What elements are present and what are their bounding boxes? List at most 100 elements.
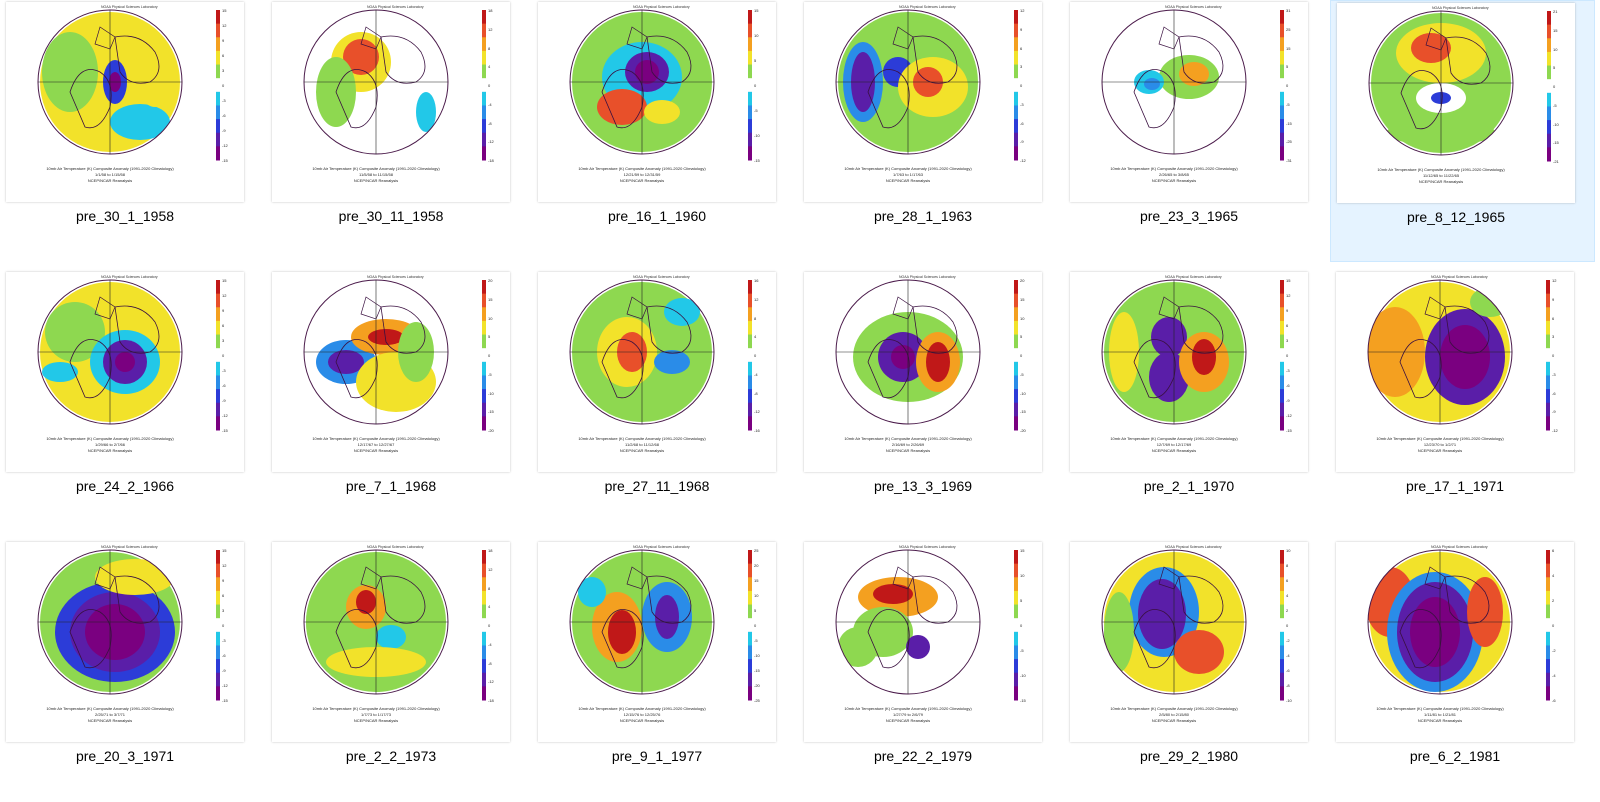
file-thumbnail[interactable]: NOAA Physical Sciences Laboratory 18 12 8 4 0… bbox=[272, 542, 510, 742]
colorbar-swatch bbox=[748, 146, 752, 161]
thumbnail-caption-source: NCEP/NCAR Reanalysis bbox=[619, 448, 665, 453]
file-item[interactable]: NOAA Physical Sciences Laboratory 21 15 10 5… bbox=[1330, 0, 1595, 262]
anomaly-map-image bbox=[1101, 9, 1284, 161]
file-item[interactable]: NOAA Physical Sciences Laboratory 15 10 5 0 -… bbox=[798, 540, 1063, 802]
file-name-label[interactable]: pre_29_2_1980 bbox=[1139, 748, 1239, 764]
file-name-label[interactable]: pre_24_2_1966 bbox=[75, 478, 175, 494]
anomaly-region bbox=[328, 350, 364, 374]
file-thumbnail[interactable]: NOAA Physical Sciences Laboratory 25 20 15 1… bbox=[538, 542, 776, 742]
file-thumbnail[interactable]: NOAA Physical Sciences Laboratory 31 25 15 5… bbox=[1070, 2, 1308, 202]
file-thumbnail[interactable]: NOAA Physical Sciences Laboratory 16 12 8 4 0… bbox=[538, 272, 776, 472]
colorbar-tick-label: 0 bbox=[754, 83, 757, 88]
file-name-label[interactable]: pre_23_3_1965 bbox=[1139, 208, 1239, 224]
file-item[interactable]: NOAA Physical Sciences Laboratory 31 25 15 5… bbox=[1064, 0, 1329, 262]
file-thumbnail[interactable]: NOAA Physical Sciences Laboratory 10 8 6 4 2 0… bbox=[1070, 542, 1308, 742]
file-thumbnail[interactable]: NOAA Physical Sciences Laboratory 20 15 10 5… bbox=[804, 272, 1042, 472]
file-item[interactable]: NOAA Physical Sciences Laboratory 25 20 15 1… bbox=[532, 540, 797, 802]
colorbar-swatch bbox=[748, 389, 752, 404]
file-thumbnail[interactable]: NOAA Physical Sciences Laboratory 21 15 10 5… bbox=[1337, 3, 1575, 203]
colorbar-swatch bbox=[216, 604, 220, 619]
file-thumbnail[interactable]: NOAA Physical Sciences Laboratory 15 12 9 6 3… bbox=[6, 542, 244, 742]
file-item[interactable]: NOAA Physical Sciences Laboratory 16 12 8 4 0… bbox=[532, 270, 797, 532]
file-item[interactable]: NOAA Physical Sciences Laboratory 15 12 9 6 3… bbox=[1064, 270, 1329, 532]
colorbar-swatch bbox=[1546, 361, 1550, 376]
colorbar-swatch bbox=[748, 50, 752, 66]
colorbar-swatch bbox=[748, 550, 752, 565]
colorbar-swatch bbox=[748, 645, 752, 660]
colorbar-swatch bbox=[748, 91, 752, 106]
file-item[interactable]: NOAA Physical Sciences Laboratory 15 12 9 6 3… bbox=[0, 540, 265, 802]
colorbar-swatch bbox=[1546, 672, 1550, 687]
anomaly-region bbox=[644, 100, 680, 124]
file-name-label[interactable]: pre_28_1_1963 bbox=[873, 208, 973, 224]
colorbar-tick-label: 15 bbox=[1020, 296, 1025, 302]
file-item[interactable]: NOAA Physical Sciences Laboratory 20 15 10 5… bbox=[798, 270, 1063, 532]
anomaly-map-image bbox=[1367, 549, 1550, 701]
colorbar-tick-label: 5 bbox=[1286, 64, 1289, 70]
thumbnail-caption-dates: 12/21/59 to 12/31/59 bbox=[623, 172, 661, 177]
file-name-label[interactable]: pre_6_2_1981 bbox=[1409, 748, 1501, 764]
colorbar-swatch bbox=[1280, 64, 1284, 79]
file-name-label[interactable]: pre_2_2_1973 bbox=[345, 748, 437, 764]
colorbar-tick-label: 20 bbox=[488, 278, 493, 283]
file-item[interactable]: NOAA Physical Sciences Laboratory 10 8 6 4 2 0… bbox=[1064, 540, 1329, 802]
colorbar-swatch bbox=[216, 645, 220, 660]
colorbar-swatch bbox=[216, 37, 220, 52]
colorbar-tick-label: -20 bbox=[1020, 428, 1026, 433]
file-item[interactable]: NOAA Physical Sciences Laboratory 15 12 9 6 3… bbox=[0, 0, 265, 262]
file-thumbnail[interactable]: NOAA Physical Sciences Laboratory 18 12 8 4 0… bbox=[272, 2, 510, 202]
thumbnail-caption-dates: 11/2/68 to 11/12/68 bbox=[625, 442, 659, 447]
colorbar-swatch bbox=[748, 334, 752, 349]
file-thumbnail[interactable]: NOAA Physical Sciences Laboratory 15 10 5 0 -… bbox=[538, 2, 776, 202]
file-name-label[interactable]: pre_17_1_1971 bbox=[1405, 478, 1505, 494]
colorbar-tick-label: -10 bbox=[754, 653, 760, 658]
colorbar-swatch bbox=[1014, 618, 1018, 633]
colorbar-swatch bbox=[748, 78, 752, 93]
thumbnail-caption-title: 10mb Air Temperature (K) Composite Anoma… bbox=[312, 166, 440, 171]
file-name-label[interactable]: pre_8_12_1965 bbox=[1406, 209, 1506, 225]
colorbar-swatch bbox=[482, 293, 486, 308]
file-name-label[interactable]: pre_7_1_1968 bbox=[345, 478, 437, 494]
file-name-label[interactable]: pre_20_3_1971 bbox=[75, 748, 175, 764]
file-item[interactable]: NOAA Physical Sciences Laboratory 20 15 10 5… bbox=[266, 270, 531, 532]
thumbnail-caption-source: NCEP/NCAR Reanalysis bbox=[1151, 448, 1197, 453]
file-name-label[interactable]: pre_16_1_1960 bbox=[607, 208, 707, 224]
colorbar-swatch bbox=[1014, 23, 1018, 38]
thumbnail-caption-title: 10mb Air Temperature (K) Composite Anoma… bbox=[46, 166, 174, 171]
thumbnail-caption-title: 10mb Air Temperature (K) Composite Anoma… bbox=[578, 166, 706, 171]
file-item[interactable]: NOAA Physical Sciences Laboratory 15 12 9 6 3… bbox=[0, 270, 265, 532]
file-thumbnail[interactable]: NOAA Physical Sciences Laboratory 12 9 6 3 0 -… bbox=[804, 2, 1042, 202]
colorbar-swatch bbox=[482, 320, 486, 336]
file-name-label[interactable]: pre_2_1_1970 bbox=[1143, 478, 1235, 494]
anomaly-region bbox=[1440, 325, 1490, 389]
file-item[interactable]: NOAA Physical Sciences Laboratory 18 12 8 4 0… bbox=[266, 0, 531, 262]
file-thumbnail[interactable]: NOAA Physical Sciences Laboratory 6 4 2 0 -2 -… bbox=[1336, 542, 1574, 742]
file-thumbnail[interactable]: NOAA Physical Sciences Laboratory 15 12 9 6 3… bbox=[6, 2, 244, 202]
thumbnail-caption-title: 10mb Air Temperature (K) Composite Anoma… bbox=[578, 436, 706, 441]
file-name-label[interactable]: pre_13_3_1969 bbox=[873, 478, 973, 494]
file-item[interactable]: NOAA Physical Sciences Laboratory 15 10 5 0 -… bbox=[532, 0, 797, 262]
file-name-label[interactable]: pre_9_1_1977 bbox=[611, 748, 703, 764]
file-thumbnail[interactable]: NOAA Physical Sciences Laboratory 15 12 9 6 3… bbox=[1070, 272, 1308, 472]
file-item[interactable]: NOAA Physical Sciences Laboratory 12 9 6 3 0 -… bbox=[1330, 270, 1595, 532]
file-thumbnail[interactable]: NOAA Physical Sciences Laboratory 15 10 5 0 -… bbox=[804, 542, 1042, 742]
file-thumbnail[interactable]: NOAA Physical Sciences Laboratory 20 15 10 5… bbox=[272, 272, 510, 472]
file-thumbnail[interactable]: NOAA Physical Sciences Laboratory 15 12 9 6 3… bbox=[6, 272, 244, 472]
continent-outline bbox=[335, 609, 378, 669]
file-name-label[interactable]: pre_22_2_1979 bbox=[873, 748, 973, 764]
file-name-label[interactable]: pre_30_1_1958 bbox=[75, 208, 175, 224]
file-thumbnail[interactable]: NOAA Physical Sciences Laboratory 12 9 6 3 0 -… bbox=[1336, 272, 1574, 472]
thumbnail-caption-dates: 1/27/79 to 2/6/79 bbox=[892, 712, 924, 717]
file-item[interactable]: NOAA Physical Sciences Laboratory 6 4 2 0 -2 -… bbox=[1330, 540, 1595, 802]
colorbar-tick-label: -5 bbox=[1286, 101, 1290, 107]
file-item[interactable]: NOAA Physical Sciences Laboratory 18 12 8 4 0… bbox=[266, 540, 531, 802]
colorbar-tick-label: 15 bbox=[754, 8, 759, 13]
colorbar-swatch bbox=[482, 50, 486, 66]
colorbar-tick-label: -18 bbox=[488, 158, 494, 163]
file-name-label[interactable]: pre_27_11_1968 bbox=[604, 478, 710, 494]
colorbar-swatch bbox=[216, 10, 220, 25]
colorbar-tick-label: 5 bbox=[754, 58, 757, 63]
anomaly-region bbox=[578, 577, 606, 607]
file-name-label[interactable]: pre_30_11_1958 bbox=[338, 208, 444, 224]
file-item[interactable]: NOAA Physical Sciences Laboratory 12 9 6 3 0 -… bbox=[798, 0, 1063, 262]
